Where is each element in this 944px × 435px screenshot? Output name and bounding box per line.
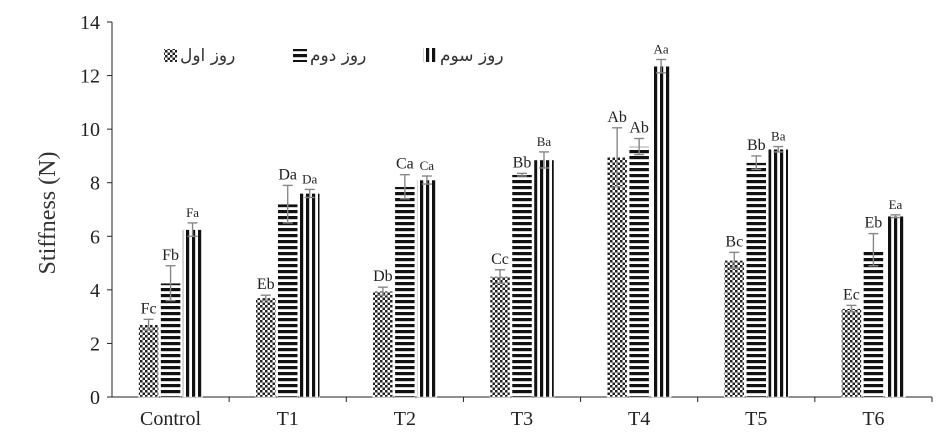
y-axis-label: Stiffness (N) bbox=[35, 152, 61, 275]
data-label: Ea bbox=[889, 197, 903, 212]
y-tick-label: 10 bbox=[80, 119, 100, 141]
x-tick-label: T6 bbox=[862, 408, 884, 430]
y-tick-label: 6 bbox=[90, 226, 100, 248]
bar bbox=[628, 146, 650, 398]
bar bbox=[650, 65, 672, 398]
error-bars bbox=[143, 58, 901, 331]
x-tick-label: T3 bbox=[511, 408, 533, 430]
y-tick-label: 12 bbox=[80, 66, 100, 88]
bar bbox=[841, 308, 862, 398]
legend-label-day3: روز سوم bbox=[440, 46, 504, 66]
bar bbox=[138, 324, 159, 398]
y-tick-label: 2 bbox=[90, 333, 100, 355]
data-label: Bb bbox=[513, 154, 532, 171]
y-axis-ticks: 0 2 4 6 8 10 12 14 bbox=[80, 12, 112, 409]
y-tick-label: 0 bbox=[90, 387, 100, 409]
data-label: Fc bbox=[141, 300, 157, 317]
data-label: Eb bbox=[257, 276, 275, 293]
bar bbox=[277, 203, 298, 398]
bar bbox=[724, 260, 745, 398]
bar bbox=[372, 290, 394, 398]
data-label: Bc bbox=[725, 233, 743, 250]
legend-swatch-day1 bbox=[164, 49, 177, 62]
data-label: Da bbox=[278, 166, 297, 183]
legend-swatch-day3 bbox=[423, 48, 437, 62]
data-label: Bb bbox=[747, 137, 766, 154]
x-tick-label: T5 bbox=[745, 408, 767, 430]
x-tick-label: T4 bbox=[628, 408, 650, 430]
data-label: Ba bbox=[537, 134, 552, 149]
legend-label-day1: روز اول bbox=[180, 46, 235, 66]
x-tick-label: T1 bbox=[277, 408, 299, 430]
data-label: Fa bbox=[186, 205, 199, 220]
legend-swatch-day2 bbox=[293, 49, 307, 62]
bar bbox=[511, 174, 533, 398]
bars bbox=[138, 65, 906, 398]
data-label: Db bbox=[373, 268, 393, 285]
data-label: Fb bbox=[162, 247, 179, 264]
bar bbox=[299, 193, 320, 398]
x-tick-label: T2 bbox=[394, 408, 416, 430]
data-label: Ca bbox=[396, 156, 414, 173]
data-label: Aa bbox=[654, 42, 669, 57]
data-label: Ba bbox=[771, 129, 786, 144]
bar bbox=[606, 157, 628, 398]
data-label: Ec bbox=[843, 286, 860, 303]
data-label: Cc bbox=[491, 251, 509, 268]
bar bbox=[885, 215, 906, 398]
bar bbox=[489, 276, 511, 398]
bar bbox=[182, 229, 203, 398]
bar bbox=[255, 297, 276, 398]
data-label: Ca bbox=[420, 158, 435, 173]
x-axis-ticks: Control T1 T2 T3 T4 T5 T6 bbox=[140, 397, 933, 430]
bar bbox=[863, 249, 884, 398]
data-label: Da bbox=[302, 171, 317, 186]
y-tick-label: 8 bbox=[90, 173, 100, 195]
data-label: Ab bbox=[629, 120, 649, 137]
bar bbox=[394, 186, 416, 398]
bar bbox=[768, 148, 789, 398]
legend: روز اول روز دوم روز سوم bbox=[164, 46, 504, 66]
data-label: Ab bbox=[607, 109, 627, 126]
bar bbox=[746, 162, 767, 398]
bar bbox=[416, 179, 438, 398]
y-tick-label: 14 bbox=[80, 12, 100, 34]
x-tick-label: Control bbox=[140, 408, 202, 430]
y-tick-label: 4 bbox=[90, 280, 100, 302]
data-label: Eb bbox=[865, 215, 883, 232]
bar bbox=[533, 159, 555, 398]
legend-label-day2: روز دوم bbox=[310, 46, 366, 66]
